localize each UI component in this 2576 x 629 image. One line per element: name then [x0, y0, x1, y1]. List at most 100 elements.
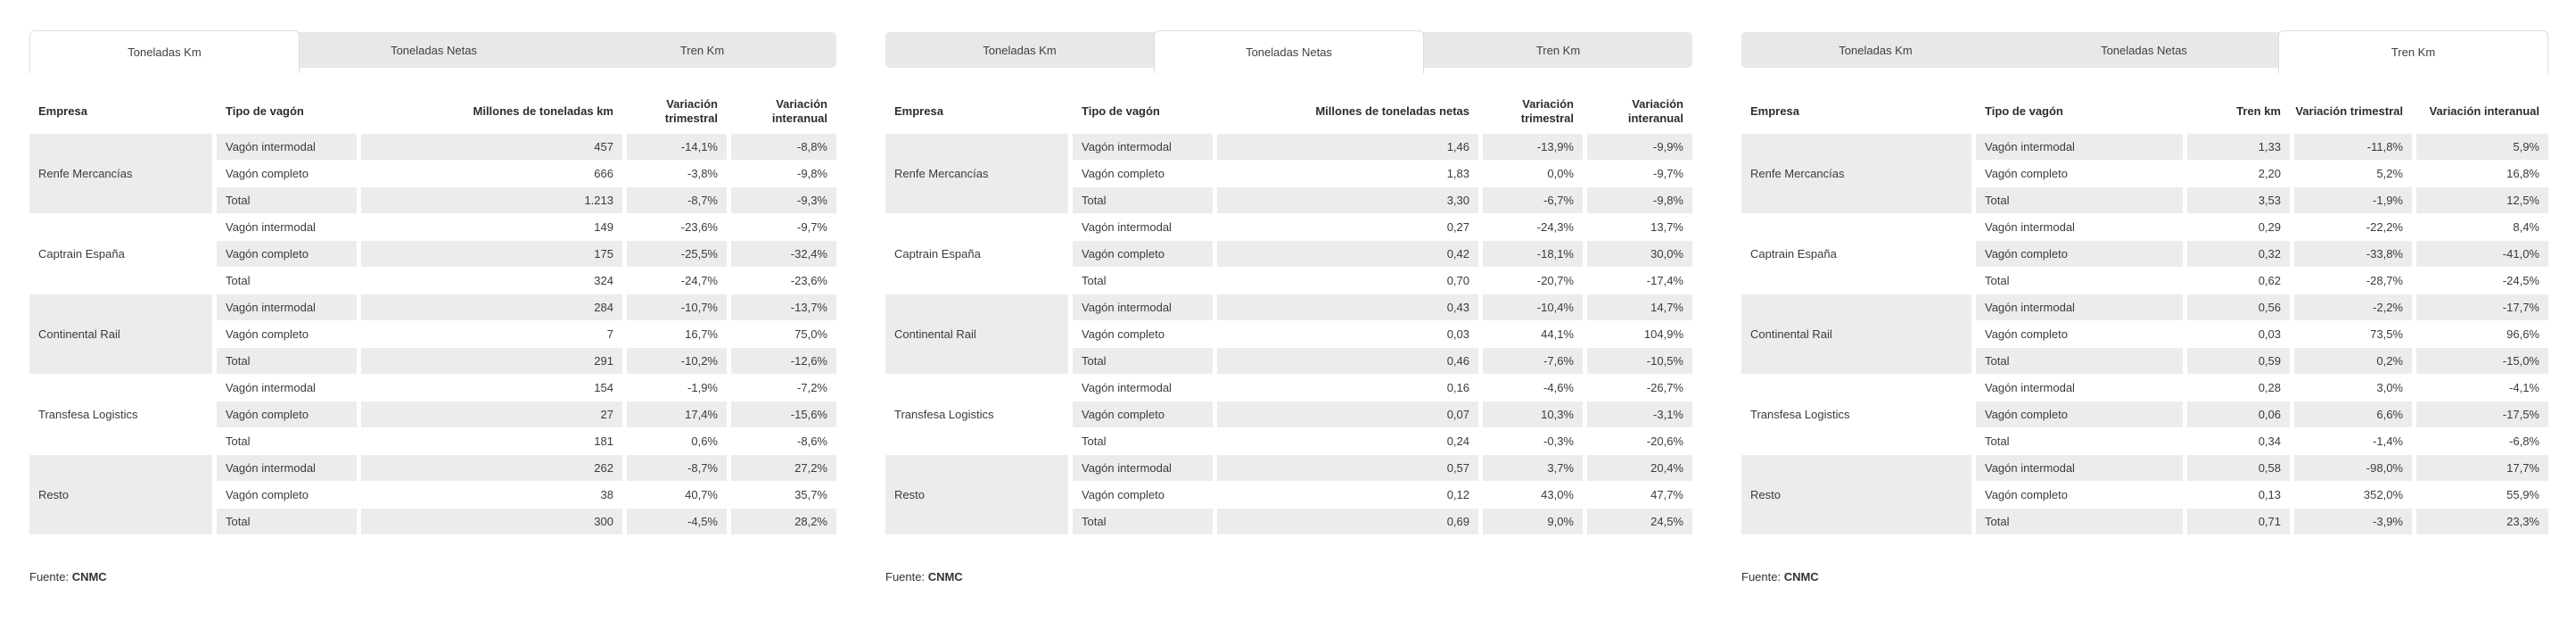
variacion-trimestral-cell: -18,1% — [1483, 241, 1583, 267]
value-cell: 1,83 — [1446, 167, 1469, 180]
column-header-variacion-interanual: Variación interanual — [771, 97, 827, 125]
variacion-interanual-cell: 8,4% — [2513, 220, 2539, 234]
variacion-trimestral-cell: -10,2% — [627, 348, 727, 374]
variacion-trimestral-cell: -6,7% — [1483, 187, 1583, 213]
variacion-interanual-cell: -8,6% — [797, 435, 827, 448]
variacion-trimestral-cell: 3,0% — [2376, 381, 2403, 394]
value-cell: 324 — [594, 274, 613, 287]
value-cell: 0,28 — [2258, 381, 2281, 394]
variacion-trimestral-cell: 17,4% — [627, 401, 727, 427]
variacion-interanual-cell: 27,2% — [731, 455, 836, 481]
tab-toneladas-netas-active[interactable]: Toneladas Netas — [1154, 30, 1424, 73]
value-cell: 0,57 — [1217, 455, 1478, 481]
source-label: Fuente: — [1741, 570, 1784, 583]
variacion-trimestral-cell: 44,1% — [1541, 327, 1574, 341]
variacion-trimestral-cell: -20,7% — [1536, 274, 1574, 287]
tipo-vagon-cell: Vagón completo — [1073, 241, 1213, 267]
tab-toneladas-km[interactable]: Toneladas Km — [1839, 43, 1913, 57]
tab-toneladas-km-active[interactable]: Toneladas Km — [29, 30, 300, 73]
variacion-trimestral-cell: -10,4% — [1483, 294, 1583, 320]
variacion-interanual-cell: -17,7% — [2416, 294, 2548, 320]
value-cell: 149 — [594, 220, 613, 234]
value-cell: 1,33 — [2187, 134, 2290, 160]
tab-tren-km[interactable]: Tren Km — [1535, 43, 1581, 57]
variacion-trimestral-cell: -8,7% — [627, 187, 727, 213]
variacion-trimestral-cell: -22,2% — [2366, 220, 2403, 234]
value-cell: 0,70 — [1446, 274, 1469, 287]
tipo-vagon-cell: Vagón intermodal — [1073, 294, 1213, 320]
variacion-trimestral-cell: 40,7% — [685, 488, 718, 501]
variacion-interanual-cell: 35,7% — [794, 488, 827, 501]
variacion-interanual-cell: -8,8% — [731, 134, 836, 160]
variacion-trimestral-cell: -2,2% — [2294, 294, 2412, 320]
variacion-trimestral-cell: -24,3% — [1536, 220, 1574, 234]
tipo-vagon-cell: Total — [1976, 187, 2183, 213]
variacion-trimestral-cell: 6,6% — [2294, 401, 2412, 427]
value-cell: 181 — [594, 435, 613, 448]
column-header-variacion-trimestral: Variación trimestral — [664, 97, 718, 125]
variacion-interanual-cell: -20,6% — [1646, 435, 1683, 448]
source-value: CNMC — [71, 570, 107, 583]
variacion-trimestral-cell: -25,5% — [627, 241, 727, 267]
variacion-trimestral-cell: -1,9% — [2294, 187, 2412, 213]
tab-tren-km[interactable]: Tren Km — [679, 43, 725, 57]
empresa-cell-captrain-espana: Captrain España — [38, 247, 125, 261]
variacion-interanual-cell: -6,8% — [2509, 435, 2539, 448]
value-cell: 0,24 — [1446, 435, 1469, 448]
panel-toneladas-netas: Toneladas Km Toneladas Netas Tren Km Empres… — [885, 30, 1692, 583]
variacion-interanual-cell: 47,7% — [1650, 488, 1683, 501]
source-note: Fuente: CNMC — [1741, 570, 2548, 583]
tipo-vagon-cell: Vagón completo — [226, 327, 309, 341]
variacion-trimestral-cell: 9,0% — [1483, 509, 1583, 534]
variacion-interanual-cell: 20,4% — [1587, 455, 1692, 481]
variacion-interanual-cell: -12,6% — [731, 348, 836, 374]
tab-tren-km-active[interactable]: Tren Km — [2278, 30, 2548, 73]
value-cell: 0,27 — [1446, 220, 1469, 234]
variacion-interanual-cell: -32,4% — [731, 241, 836, 267]
tipo-vagon-cell: Total — [1073, 187, 1213, 213]
tab-toneladas-netas[interactable]: Toneladas Netas — [2101, 43, 2187, 57]
variacion-trimestral-cell: 352,0% — [2363, 488, 2403, 501]
value-cell: 0,71 — [2187, 509, 2290, 534]
tipo-vagon-cell: Vagón intermodal — [1082, 220, 1172, 234]
tipo-vagon-cell: Vagón intermodal — [226, 381, 316, 394]
tipo-vagon-cell: Total — [217, 187, 357, 213]
tipo-vagon-cell: Vagón intermodal — [1976, 455, 2183, 481]
tipo-vagon-cell: Total — [1976, 348, 2183, 374]
variacion-trimestral-cell: 16,7% — [685, 327, 718, 341]
tipo-vagon-cell: Total — [226, 274, 251, 287]
tipo-vagon-cell: Vagón completo — [1082, 488, 1165, 501]
column-header-tipo-de-vagon: Tipo de vagón — [1082, 104, 1160, 118]
tab-bar-tren-km: Toneladas Km Toneladas Netas Tren Km — [1741, 30, 2548, 73]
empresa-cell-captrain-espana: Captrain España — [894, 247, 981, 261]
source-label: Fuente: — [885, 570, 928, 583]
value-cell: 0,03 — [2258, 327, 2281, 341]
variacion-interanual-cell: 96,6% — [2506, 327, 2539, 341]
tipo-vagon-cell: Total — [217, 348, 357, 374]
table-body-toneladas-netas: Renfe Mercancías Vagón intermodal 1,46 -13,… — [885, 134, 1692, 534]
tipo-vagon-cell: Vagón completo — [217, 241, 357, 267]
tipo-vagon-cell: Total — [1073, 509, 1213, 534]
tab-toneladas-netas[interactable]: Toneladas Netas — [391, 43, 477, 57]
source-value: CNMC — [927, 570, 963, 583]
variacion-interanual-cell: -4,1% — [2509, 381, 2539, 394]
column-header-millones-de-toneladas-km: Millones de toneladas km — [473, 104, 614, 118]
variacion-interanual-cell: -9,8% — [797, 167, 827, 180]
variacion-trimestral-cell: -3,9% — [2294, 509, 2412, 534]
empresa-cell-renfe-mercancias: Renfe Mercancías — [29, 134, 212, 213]
variacion-interanual-cell: -15,6% — [731, 401, 836, 427]
source-note: Fuente: CNMC — [29, 570, 836, 583]
value-cell: 3,30 — [1217, 187, 1478, 213]
tab-toneladas-km[interactable]: Toneladas Km — [983, 43, 1057, 57]
variacion-trimestral-cell: -98,0% — [2294, 455, 2412, 481]
column-header-tipo-de-vagon: Tipo de vagón — [226, 104, 304, 118]
variacion-trimestral-cell: -10,7% — [627, 294, 727, 320]
column-header-variacion-trimestral: Variación trimestral — [2295, 104, 2403, 118]
tipo-vagon-cell: Vagón completo — [1985, 167, 2068, 180]
value-cell: 27 — [361, 401, 622, 427]
variacion-trimestral-cell: 3,7% — [1483, 455, 1583, 481]
variacion-trimestral-cell: -14,1% — [627, 134, 727, 160]
variacion-interanual-cell: 12,5% — [2416, 187, 2548, 213]
tipo-vagon-cell: Total — [1073, 348, 1213, 374]
value-cell: 7 — [606, 327, 613, 341]
